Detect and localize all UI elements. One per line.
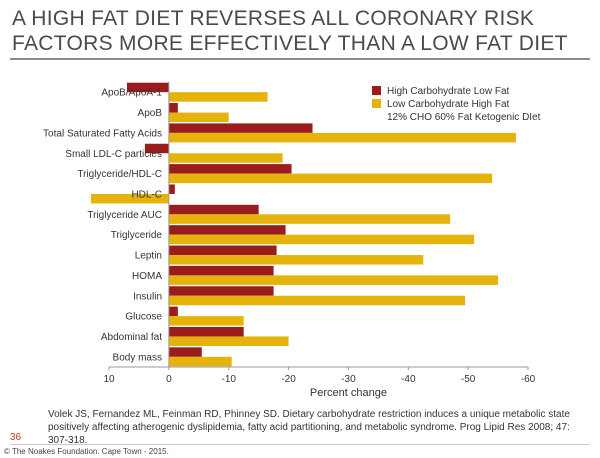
legend-note: 12% CHO 60% Fat Ketogenic DIet <box>387 112 541 123</box>
legend-swatch-low-carb <box>372 99 381 108</box>
bars-group <box>91 82 517 367</box>
category-label-homa: HOMA <box>132 271 162 282</box>
bar-high-carbohydrate-low-fat-total-saturated-fatty-acids <box>168 123 313 133</box>
bar-low-carbohydrate-high-fat-triglyceride-auc <box>168 214 451 224</box>
bar-low-carbohydrate-high-fat-body-mass <box>168 356 232 367</box>
bar-low-carbohydrate-high-fat-hdl-c <box>91 193 169 204</box>
bar-low-carbohydrate-high-fat-leptin <box>168 255 424 265</box>
bar-high-carbohydrate-low-fat-leptin <box>168 245 277 256</box>
footer-divider <box>10 444 590 445</box>
bar-high-carbohydrate-low-fat-abdominal-fat <box>168 326 244 337</box>
x-tick-label: -10 <box>221 374 236 385</box>
legend-swatch-high-carb <box>372 86 381 95</box>
legend: High Carbohydrate Low Fat Low Carbohydra… <box>372 86 541 123</box>
legend-label-low-carb: Low Carbohydrate High Fat <box>387 99 510 110</box>
category-label-small-ldl-c-particles: Small LDL-C particles <box>65 149 162 160</box>
category-label-leptin: Leptin <box>135 251 162 262</box>
x-tick-label: -30 <box>341 374 356 385</box>
bar-high-carbohydrate-low-fat-glucose <box>168 306 178 317</box>
bar-low-carbohydrate-high-fat-total-saturated-fatty-acids <box>168 132 517 143</box>
bar-high-carbohydrate-low-fat-body-mass <box>168 347 202 357</box>
copyright: © The Noakes Foundation. Cape Town - 201… <box>4 447 169 456</box>
bar-low-carbohydrate-high-fat-small-ldl-c-particles <box>168 153 283 163</box>
bar-high-carbohydrate-low-fat-insulin <box>168 286 274 296</box>
category-label-triglyceride: Triglyceride <box>111 230 163 241</box>
bar-low-carbohydrate-high-fat-glucose <box>168 316 244 326</box>
category-label-apob: ApoB <box>138 108 163 119</box>
bar-high-carbohydrate-low-fat-triglyceride-auc <box>168 204 259 215</box>
bar-low-carbohydrate-high-fat-apob <box>168 112 229 123</box>
bar-high-carbohydrate-low-fat-small-ldl-c-particles <box>144 143 169 154</box>
x-tick-labels: 10 0 -10 -20 -30 -40 -50 -60 <box>103 367 536 385</box>
title-divider <box>10 58 590 60</box>
bar-low-carbohydrate-high-fat-apob-apoa-1 <box>168 92 268 102</box>
category-label-triglyceride-hdl-c: Triglyceride/HDL-C <box>77 169 162 180</box>
bar-low-carbohydrate-high-fat-homa <box>168 275 499 285</box>
x-tick-label: 0 <box>166 374 172 385</box>
category-label-apob-apoa-1: ApoB/ApoA-1 <box>101 88 162 99</box>
bar-high-carbohydrate-low-fat-triglyceride <box>168 225 286 235</box>
bar-high-carbohydrate-low-fat-triglyceride-hdl-c <box>168 164 292 174</box>
bar-high-carbohydrate-low-fat-hdl-c <box>168 184 175 194</box>
bar-high-carbohydrate-low-fat-apob-apoa-1 <box>126 82 169 93</box>
category-label-body-mass: Body mass <box>113 352 162 363</box>
legend-label-high-carb: High Carbohydrate Low Fat <box>387 86 510 97</box>
x-tick-label: -60 <box>521 374 536 385</box>
x-tick-label: 10 <box>103 374 115 385</box>
slide-number: 36 <box>10 432 22 443</box>
slide-title: A HIGH FAT DIET REVERSES ALL CORONARY RI… <box>12 7 568 55</box>
bar-chart: ApoB/ApoA-1 ApoB Total Saturated Fatty Aci… <box>43 82 541 399</box>
x-tick-label: -40 <box>401 374 416 385</box>
bar-low-carbohydrate-high-fat-abdominal-fat <box>168 336 289 346</box>
category-label-insulin: Insulin <box>133 291 162 302</box>
x-tick-label: -50 <box>461 374 476 385</box>
x-tick-label: -20 <box>281 374 296 385</box>
bar-low-carbohydrate-high-fat-insulin <box>168 295 466 306</box>
category-label-total-saturated-fatty-acids: Total Saturated Fatty Acids <box>43 128 162 139</box>
citation: Volek JS, Fernandez ML, Feinman RD, Phin… <box>48 409 570 446</box>
category-label-triglyceride-auc: Triglyceride AUC <box>87 210 162 221</box>
bar-low-carbohydrate-high-fat-triglyceride-hdl-c <box>168 173 493 184</box>
category-labels: ApoB/ApoA-1 ApoB Total Saturated Fatty Aci… <box>43 88 162 364</box>
category-label-glucose: Glucose <box>125 312 162 323</box>
category-label-hdl-c: HDL-C <box>131 189 162 200</box>
bar-high-carbohydrate-low-fat-apob <box>168 103 178 113</box>
bar-high-carbohydrate-low-fat-homa <box>168 265 274 276</box>
category-label-abdominal-fat: Abdominal fat <box>101 332 162 343</box>
bar-low-carbohydrate-high-fat-triglyceride <box>168 234 475 245</box>
x-axis-label: Percent change <box>310 387 387 399</box>
